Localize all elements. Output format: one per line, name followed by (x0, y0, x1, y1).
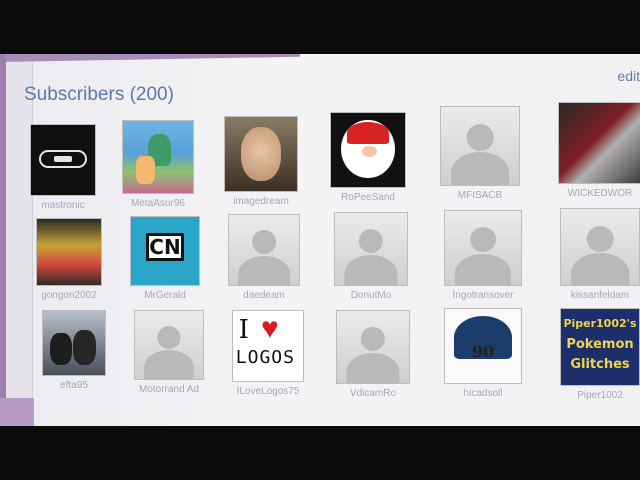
subscriber-name[interactable]: Piper1002 (577, 390, 623, 401)
subscribers-panel: Subscribers (200) edit mastronic MetaAsu… (14, 64, 640, 424)
edit-link[interactable]: edit (617, 68, 640, 84)
default-avatar-icon[interactable] (134, 310, 204, 380)
subscriber-tile[interactable]: daedeam (228, 214, 300, 301)
subscriber-name[interactable]: daedeam (243, 290, 285, 301)
subscriber-name[interactable]: MFISACB (457, 190, 503, 201)
paramount-years: 90 (471, 341, 495, 361)
subscriber-tile[interactable]: 90 hicadsoll (444, 308, 522, 399)
subscriber-name[interactable]: mastronic (41, 200, 85, 211)
page-top-border (0, 54, 300, 62)
default-avatar-icon[interactable] (440, 106, 520, 186)
cartoon-avatar-2[interactable] (36, 218, 102, 286)
subscriber-tile[interactable]: Piper1002's Pokemon Glitches Piper1002 (560, 308, 640, 401)
subscriber-tile[interactable]: mastronic (30, 124, 96, 211)
default-avatar-icon[interactable] (444, 210, 522, 286)
browser-viewport: Subscribers (200) edit mastronic MetaAsu… (0, 54, 640, 426)
subscriber-tile[interactable]: Motorrand Ad (134, 310, 204, 395)
page-bottom-corner (0, 398, 34, 426)
subscriber-tile[interactable]: Ingotransover (444, 210, 522, 301)
subscriber-tile[interactable]: gongon2002 (36, 218, 102, 301)
pokemon-glitches-image[interactable]: Piper1002's Pokemon Glitches (560, 308, 640, 386)
subscriber-tile[interactable]: RoPeeSand (330, 112, 406, 203)
car-photo[interactable] (558, 102, 640, 184)
left-sidebar-strip (6, 62, 33, 398)
subscriber-name[interactable]: Motorrand Ad (138, 384, 200, 395)
love-logos-i: I (238, 315, 249, 346)
two-people-photo[interactable] (42, 310, 106, 376)
subscriber-name[interactable]: RoPeeSand (341, 192, 395, 203)
poke-line-3: Glitches (570, 357, 630, 372)
subscriber-name[interactable]: gongon2002 (41, 290, 97, 301)
love-logos-word: LOGOS (235, 347, 295, 369)
subscriber-tile[interactable]: DonutMo (334, 212, 408, 301)
subscriber-name[interactable]: MrGerald (144, 290, 186, 301)
subscriber-tile[interactable]: MFISACB (440, 106, 520, 201)
subscriber-tile[interactable]: I ♥ LOGOS ILoveLogos75 (232, 310, 304, 397)
cn-logo-text: CN (145, 233, 185, 261)
vhs-logo-icon[interactable] (30, 124, 96, 196)
default-avatar-icon[interactable] (336, 310, 410, 384)
default-avatar-icon[interactable] (334, 212, 408, 286)
paramount-90-logo[interactable]: 90 (444, 308, 522, 384)
subscriber-name[interactable]: ILoveLogos75 (236, 386, 300, 397)
subscriber-tile[interactable]: kissanfeldam (560, 208, 640, 301)
page-left-border (0, 54, 6, 426)
subscriber-tile[interactable]: CN MrGerald (130, 216, 200, 301)
subscriber-name[interactable]: kissanfeldam (570, 290, 630, 301)
subscriber-name[interactable]: WICKEDWOR (567, 188, 633, 199)
subscriber-name[interactable]: hicadsoll (463, 388, 503, 399)
face-photo[interactable] (224, 116, 298, 192)
default-avatar-icon[interactable] (228, 214, 300, 286)
subscriber-name[interactable]: MetaAsur96 (131, 198, 185, 209)
cartoon-avatar[interactable] (122, 120, 194, 194)
subscriber-tile[interactable]: VdicamRo (336, 310, 410, 399)
cartoon-network-logo[interactable]: CN (130, 216, 200, 286)
subscriber-tile[interactable]: MetaAsur96 (122, 120, 194, 209)
heart-icon: ♥ (261, 311, 279, 345)
poke-line-2: Pokemon (566, 337, 634, 352)
subscriber-name[interactable]: DonutMo (350, 290, 392, 301)
subscriber-name[interactable]: Ingotransover (452, 290, 514, 301)
subscriber-tile[interactable]: efta95 (42, 310, 106, 391)
poke-line-1: Piper1002's (563, 317, 637, 330)
i-love-logos-image[interactable]: I ♥ LOGOS (232, 310, 304, 382)
subscriber-name[interactable]: VdicamRo (349, 388, 397, 399)
subscriber-name[interactable]: efta95 (60, 380, 88, 391)
subscriber-name[interactable]: imagedream (233, 196, 289, 207)
subscribers-heading: Subscribers (200) (24, 84, 174, 105)
subscriber-tile[interactable]: imagedream (224, 116, 298, 207)
subscriber-tile[interactable]: WICKEDWOR (558, 102, 640, 199)
default-avatar-icon[interactable] (560, 208, 640, 286)
mario-avatar[interactable] (330, 112, 406, 188)
